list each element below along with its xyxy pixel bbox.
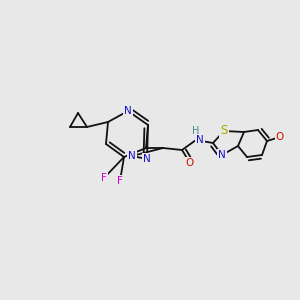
Text: O: O <box>276 132 284 142</box>
Text: O: O <box>186 158 194 168</box>
Text: H: H <box>192 126 200 136</box>
Text: S: S <box>220 124 228 137</box>
Text: F: F <box>101 173 107 183</box>
Text: N: N <box>143 154 151 164</box>
Text: N: N <box>124 106 132 116</box>
Text: N: N <box>196 135 204 145</box>
Text: F: F <box>117 176 123 186</box>
Text: N: N <box>218 150 226 160</box>
Text: N: N <box>128 151 136 161</box>
